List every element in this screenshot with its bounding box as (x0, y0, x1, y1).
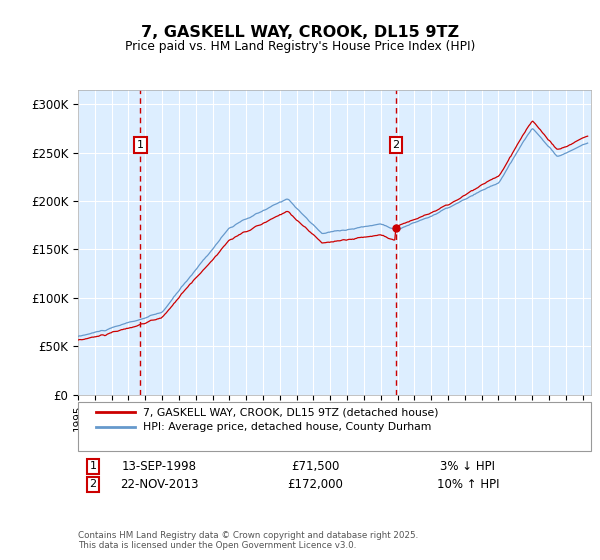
Text: HPI: Average price, detached house, County Durham: HPI: Average price, detached house, Coun… (143, 422, 431, 432)
Text: Contains HM Land Registry data © Crown copyright and database right 2025.
This d: Contains HM Land Registry data © Crown c… (78, 531, 418, 550)
Text: 13-SEP-1998: 13-SEP-1998 (121, 460, 197, 473)
Text: 2: 2 (89, 479, 97, 489)
Text: 1: 1 (89, 461, 97, 472)
Text: 1: 1 (137, 140, 144, 150)
Text: 3% ↓ HPI: 3% ↓ HPI (440, 460, 496, 473)
Text: Price paid vs. HM Land Registry's House Price Index (HPI): Price paid vs. HM Land Registry's House … (125, 40, 475, 53)
Text: 7, GASKELL WAY, CROOK, DL15 9TZ: 7, GASKELL WAY, CROOK, DL15 9TZ (141, 25, 459, 40)
Text: 7, GASKELL WAY, CROOK, DL15 9TZ (detached house): 7, GASKELL WAY, CROOK, DL15 9TZ (detache… (143, 407, 438, 417)
Text: 2: 2 (392, 140, 400, 150)
Text: £71,500: £71,500 (291, 460, 339, 473)
Text: 22-NOV-2013: 22-NOV-2013 (120, 478, 198, 491)
Text: 10% ↑ HPI: 10% ↑ HPI (437, 478, 499, 491)
Text: £172,000: £172,000 (287, 478, 343, 491)
